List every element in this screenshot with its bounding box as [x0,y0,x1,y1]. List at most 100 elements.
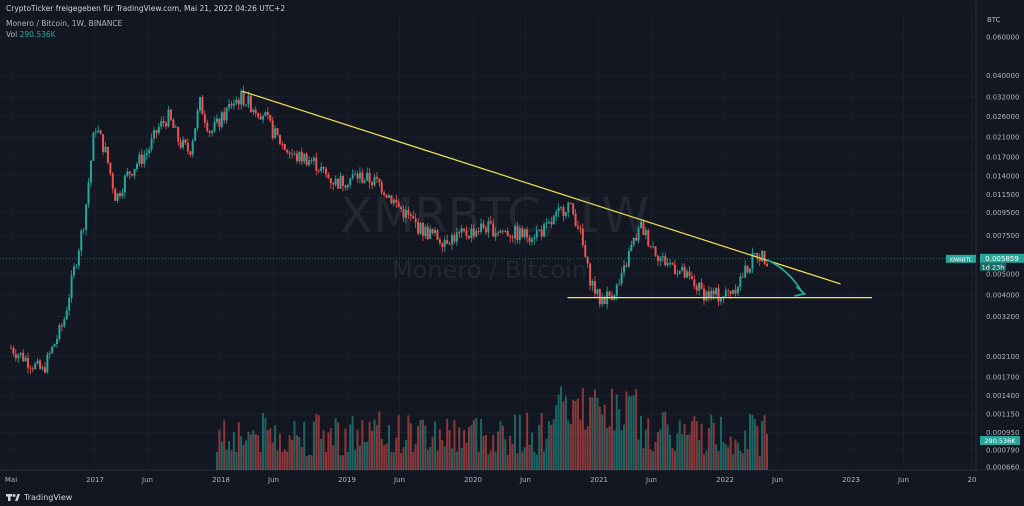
volume-bar [579,419,582,470]
candle-body [126,171,129,176]
candle-body [446,240,449,244]
volume-bar [543,451,546,470]
candle-body [123,175,126,193]
candle-body [68,298,71,311]
candle-body [703,288,705,301]
candle-body [269,114,272,121]
volume-bar [291,439,294,470]
volume-bar [703,454,705,470]
candle-body [167,109,170,127]
candle-body [191,140,194,155]
candle-body [572,203,575,214]
volume-bar [254,433,257,470]
candle-body [264,112,267,117]
candle-body [351,174,354,179]
x-tick-label: Jun [897,476,909,484]
volume-bar [281,451,284,470]
volume-bar [564,396,567,470]
volume-bar [666,424,669,470]
volume-bar [569,424,572,470]
volume-bar [528,444,531,470]
candle-body [363,180,366,183]
candle-body [402,208,405,218]
tradingview-brand[interactable]: TradingView [6,493,72,502]
candle-body [179,141,182,148]
volume-bar [380,438,383,470]
candle-body [310,160,313,162]
volume-bar [526,412,529,470]
candle-body [298,151,301,162]
y-tick-label: 0.004000 [986,292,1019,300]
volume-bar [228,440,231,470]
volume-bar [269,428,272,470]
volume-bar [700,423,703,470]
candle-body [434,230,437,234]
volume-bar [237,422,240,470]
volume-bar [640,415,642,470]
candle-body [482,223,485,228]
volume-bar [676,433,679,470]
candle-body [17,354,20,359]
candle-body [715,288,718,295]
volume-bar [749,413,752,470]
volume-bar [766,433,768,470]
candle-body [557,207,560,212]
volume-bar [354,450,357,470]
candle-body [371,182,374,186]
candle-body [501,230,504,232]
y-tick-label: 0.002100 [986,353,1019,361]
volume-bar [727,447,730,470]
candle-body [400,206,403,209]
candle-body [467,236,470,239]
volume-bar [358,445,361,470]
candle-body [26,357,29,368]
volume-bar [722,442,725,470]
volume-bar [230,450,233,470]
candle-body [143,155,146,164]
candle-body [766,263,768,267]
candle-body [492,223,495,237]
volume-bar [736,442,739,470]
candle-body [109,162,112,174]
candle-body [361,172,364,183]
x-tick-label: 20 [968,476,977,484]
candle-body [555,211,558,217]
candle-body [182,139,185,148]
y-tick-label: 0.001700 [986,373,1019,381]
y-tick-label: 0.007500 [986,232,1019,240]
x-tick-label: 2019 [338,476,356,484]
candle-body [278,134,281,144]
volume-bar [312,421,315,470]
candle-body [661,256,664,258]
volume-bar [232,432,235,470]
volume-bar [303,421,306,470]
volume-bar [504,439,507,470]
volume-bar [223,420,226,470]
published-note: CryptoTicker freigegeben für TradingView… [6,4,286,13]
candle-body [521,228,524,238]
candle-body [308,160,311,165]
volume-bar [431,436,434,470]
candle-body [538,229,541,231]
candle-body [596,289,599,294]
volume-bar [465,442,468,470]
candle-body [395,199,398,203]
volume-bar [300,446,303,470]
candle-body [392,199,395,204]
symbol-title[interactable]: Monero / Bitcoin, 1W, BINANCE [6,19,123,28]
volume-bar [741,453,744,470]
volume-legend-value: 290.536K [19,30,56,39]
y-tick-label: 0.009500 [986,209,1019,217]
candle-body [388,195,390,198]
candle-body [337,178,340,189]
volume-tag: 290.536K [984,437,1016,445]
candle-body [276,128,279,135]
y-tick-label: 0.003200 [986,313,1019,321]
volume-bar [584,429,587,470]
x-tick-label: 2023 [842,476,860,484]
candle-body [329,178,332,184]
volume-bar [317,415,320,470]
candle-body [719,298,722,302]
candle-body [213,122,216,131]
